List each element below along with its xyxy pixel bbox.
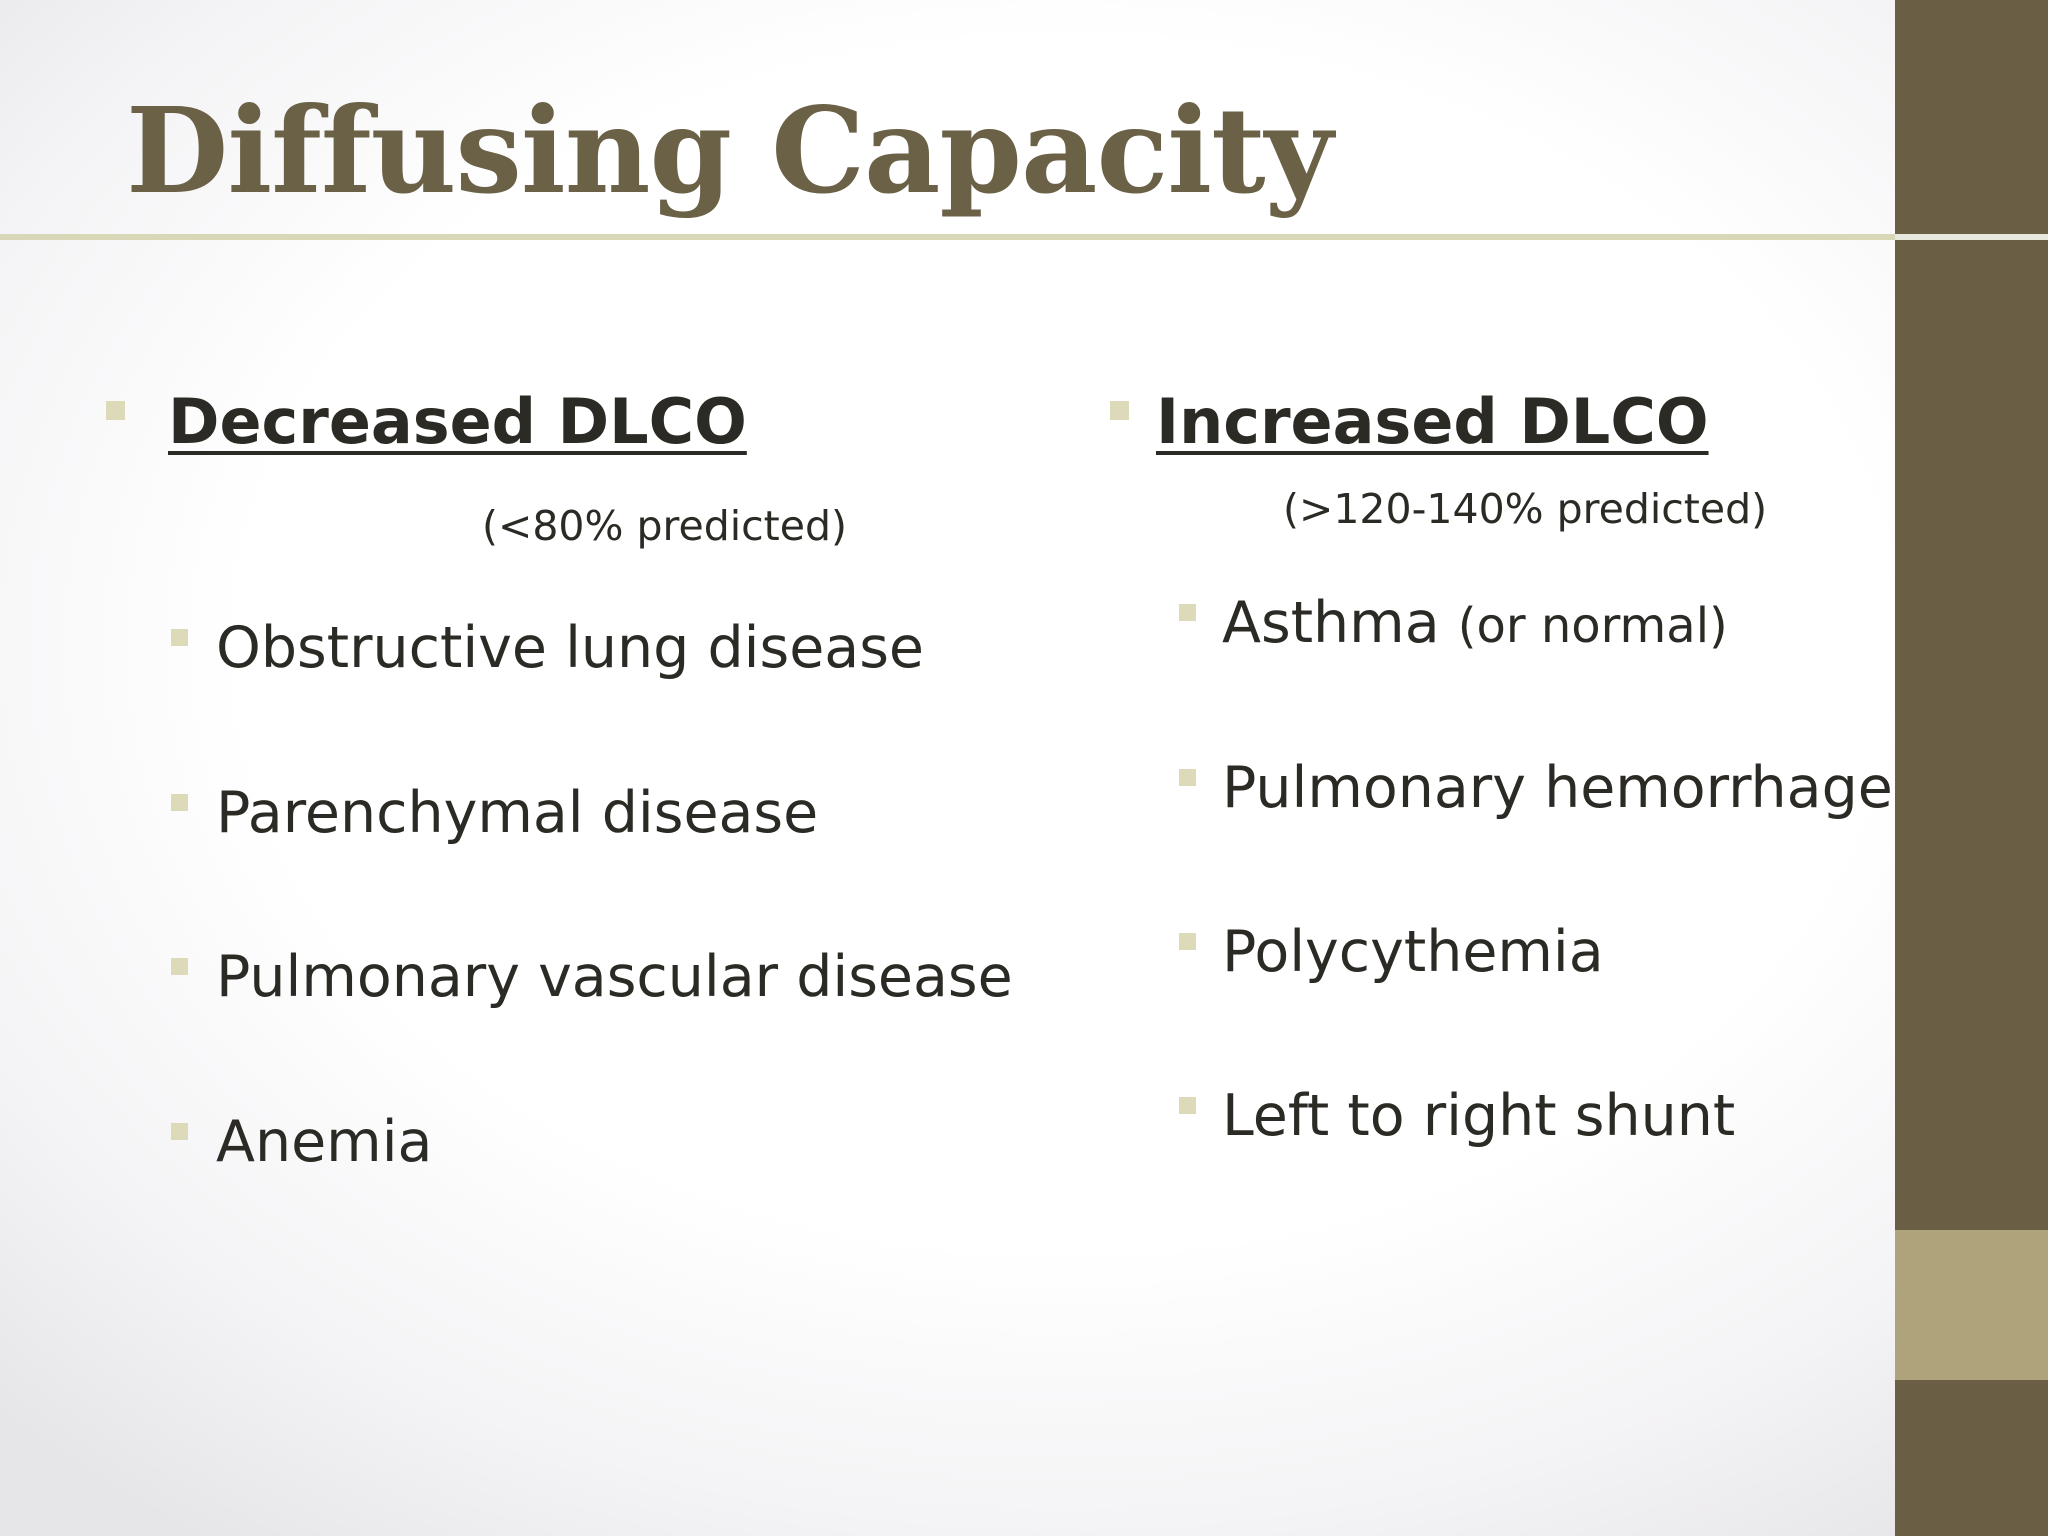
increased-dlco-threshold: (>120-140% predicted) — [1283, 485, 1768, 533]
list-item: Parenchymal disease — [216, 780, 819, 846]
list-item: Anemia — [216, 1109, 433, 1175]
list-item: Polycythemia — [1222, 919, 1604, 985]
sidebar-band-top — [1895, 0, 2048, 234]
title-divider — [0, 234, 1895, 240]
square-bullet-icon — [106, 401, 125, 420]
list-item: Pulmonary hemorrhage — [1222, 755, 1893, 821]
sidebar-band-bottom — [1895, 1380, 2048, 1536]
list-item: Asthma (or normal) — [1222, 589, 1728, 657]
list-item: Pulmonary vascular disease — [216, 944, 1013, 1010]
square-bullet-icon — [1110, 401, 1129, 420]
list-item: Obstructive lung disease — [216, 615, 924, 681]
decreased-dlco-threshold: (<80% predicted) — [482, 502, 847, 550]
square-bullet-icon — [1179, 933, 1196, 950]
square-bullet-icon — [171, 1123, 188, 1140]
slide-title: Diffusing Capacity — [126, 81, 1333, 220]
square-bullet-icon — [171, 958, 188, 975]
square-bullet-icon — [1179, 1097, 1196, 1114]
list-item-note: (or normal) — [1457, 598, 1728, 654]
square-bullet-icon — [1179, 604, 1196, 621]
sidebar-band-middle — [1895, 240, 2048, 1230]
list-item: Left to right shunt — [1222, 1083, 1736, 1149]
sidebar-band-accent — [1895, 1230, 2048, 1380]
square-bullet-icon — [171, 629, 188, 646]
square-bullet-icon — [171, 794, 188, 811]
list-item-text: Asthma — [1222, 590, 1440, 656]
decreased-dlco-heading: Decreased DLCO — [168, 385, 747, 458]
square-bullet-icon — [1179, 769, 1196, 786]
increased-dlco-heading: Increased DLCO — [1156, 385, 1709, 458]
sidebar-divider — [1895, 234, 2048, 240]
